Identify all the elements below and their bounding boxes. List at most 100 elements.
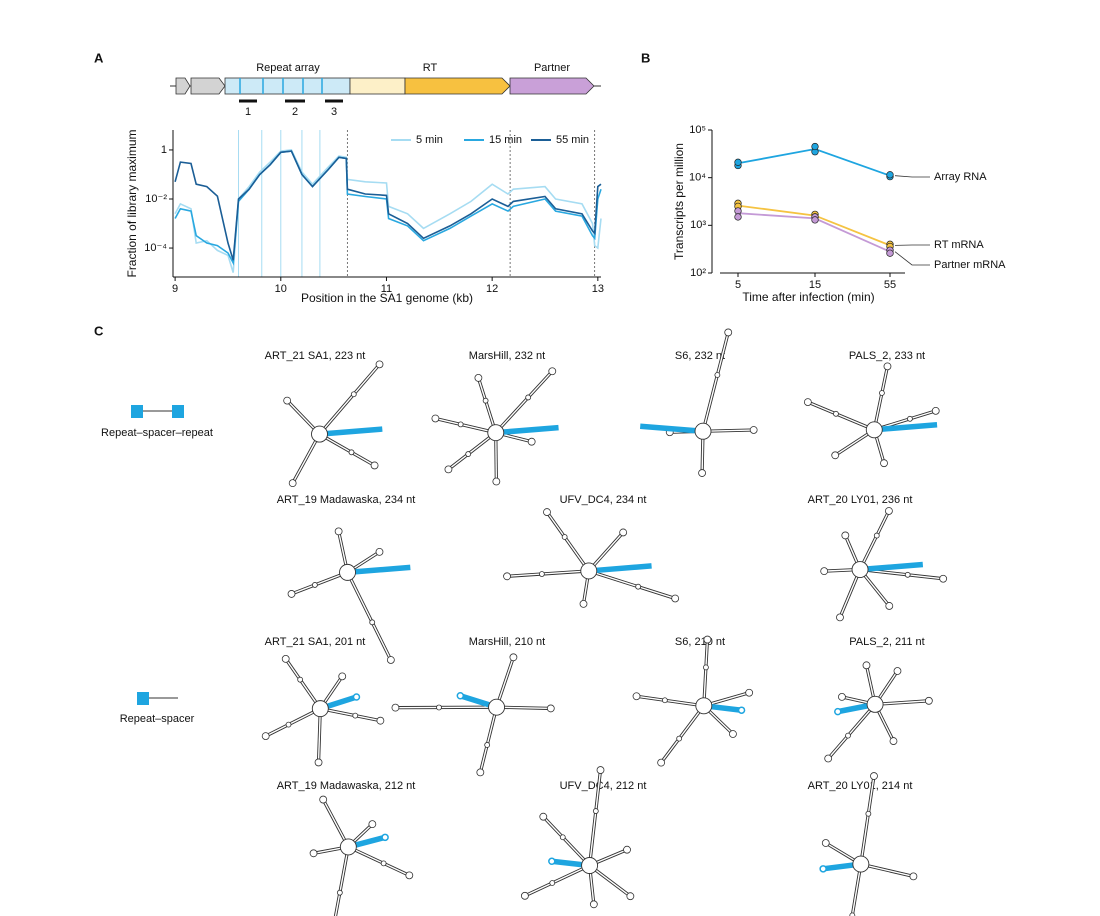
structure-title: ART_19 Madawaska, 234 nt: [277, 494, 416, 506]
hairpin-loop: [476, 768, 485, 777]
hairpin-loop: [939, 574, 948, 583]
hairpin-loop: [703, 635, 712, 644]
repeat-stem: [327, 426, 383, 437]
repeat-stem: [355, 835, 384, 848]
x-tick-label: 11: [381, 283, 392, 295]
internal-loop: [482, 397, 489, 404]
hairpin-loop: [821, 839, 830, 847]
stem-inner: [878, 711, 893, 739]
rna-structure: [639, 328, 758, 477]
internal-loop: [879, 390, 885, 396]
stem-inner: [293, 440, 317, 481]
hairpin-loop: [334, 527, 343, 536]
y-tick-label: 1: [161, 144, 167, 156]
stem-inner: [878, 673, 897, 699]
structure-title: MarsHill, 210 nt: [469, 636, 545, 648]
x-tick-label: 9: [172, 283, 178, 295]
hairpin-loop: [444, 465, 453, 474]
structure-title: MarsHill, 232 nt: [469, 350, 545, 362]
repeat-stem: [355, 564, 411, 575]
series-label: Array RNA: [934, 171, 987, 183]
internal-loop: [285, 721, 292, 728]
stem-inner: [662, 711, 700, 761]
stem-inner: [350, 579, 391, 658]
rt-gene: [404, 77, 511, 95]
legend-label: 55 min: [556, 134, 589, 146]
repeat-icon: [137, 692, 149, 705]
y-tick-label: 10⁻⁴: [144, 242, 167, 254]
replicate-point: [811, 216, 819, 224]
hairpin-loop: [539, 812, 548, 821]
rna-structure: [803, 362, 940, 468]
structure-title: ART_21 SA1, 223 nt: [265, 350, 366, 362]
repeat-stem: [882, 422, 938, 432]
internal-loop: [549, 880, 556, 886]
central-loop: [487, 424, 505, 442]
internal-loop: [661, 697, 668, 704]
x-tick-label: 5: [735, 279, 741, 291]
repeat-stem: [867, 561, 924, 572]
hairpin-loop: [431, 414, 440, 423]
repeat-stem: [327, 694, 356, 709]
hairpin-loop: [626, 892, 635, 901]
y-axis-label: Fraction of library maximum: [125, 129, 139, 277]
rna-structure: [283, 360, 384, 488]
stem-inner: [503, 433, 529, 442]
central-loop: [865, 421, 883, 439]
stem-inner: [509, 570, 581, 577]
hairpin-loop: [924, 696, 933, 705]
structure-title: PALS_2, 211 nt: [849, 636, 924, 648]
hairpin-loop: [287, 590, 296, 598]
stem-inner: [323, 801, 346, 841]
gene: [190, 77, 226, 95]
leader-line: [894, 175, 930, 178]
repeat-markers: [239, 78, 323, 94]
stem-inner: [864, 575, 888, 605]
hairpin-loop: [820, 567, 829, 576]
central-loop: [580, 562, 598, 580]
internal-loop: [904, 571, 911, 578]
stem-inner: [875, 437, 884, 461]
x-axis-label: Time after infection (min): [742, 290, 874, 304]
repeat-stem: [553, 858, 582, 868]
gene-label: Partner: [534, 62, 570, 74]
hairpin-loop: [623, 845, 631, 854]
repeat-stem: [596, 563, 652, 574]
stem-inner: [353, 825, 371, 842]
internal-loop: [336, 889, 343, 896]
repeat-loop: [819, 865, 827, 873]
stem-inner: [338, 534, 347, 565]
stem-inner: [500, 372, 551, 428]
rna-structure: [431, 367, 559, 486]
hairpin-loop: [596, 766, 605, 774]
hairpin-loop: [579, 599, 588, 608]
structure-title: UFV_DC4, 234 nt: [560, 494, 647, 506]
repeat-stem: [839, 703, 868, 714]
hairpin-loop: [885, 602, 894, 610]
stem-inner: [317, 716, 321, 760]
hairpin-loop: [698, 469, 706, 477]
group-label: Repeat–spacer: [120, 713, 195, 725]
stem-inner: [844, 696, 868, 704]
gene-label: RT: [423, 62, 438, 74]
internal-loop: [369, 619, 376, 626]
y-tick-label: 10³: [690, 219, 706, 231]
rna-structure: [503, 508, 680, 608]
internal-loop: [465, 451, 472, 457]
hairpin-loop: [338, 672, 347, 681]
internal-loop: [907, 415, 913, 422]
central-loop: [851, 561, 869, 578]
hairpin-loop: [883, 362, 892, 371]
series-line: [174, 149, 602, 273]
hairpin-loop: [824, 754, 833, 763]
hairpin-loop: [836, 613, 844, 622]
hairpin-loop: [589, 900, 598, 909]
y-tick-label: 10⁻²: [145, 193, 167, 205]
hairpin-loop: [376, 716, 385, 725]
hairpin-loop: [803, 398, 812, 407]
legend-label: 15 min: [489, 134, 522, 146]
hairpin-loop: [671, 594, 680, 603]
hairpin-loop: [909, 872, 918, 881]
panel-label: A: [94, 50, 104, 65]
